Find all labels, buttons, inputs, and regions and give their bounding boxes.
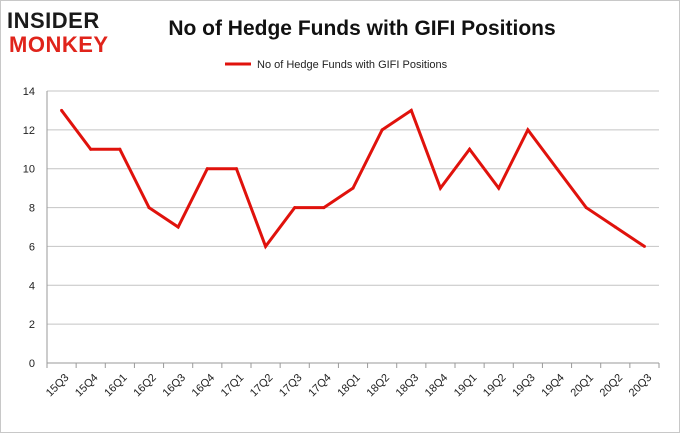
data-point (234, 167, 238, 171)
legend-label: No of Hedge Funds with GIFI Positions (257, 59, 448, 71)
x-tick-label: 16Q3 (161, 372, 189, 400)
x-tick-label: 20Q2 (598, 372, 626, 400)
y-tick-label: 12 (23, 125, 35, 137)
x-tick-label: 19Q3 (510, 372, 538, 400)
data-point (89, 147, 93, 151)
data-point (468, 147, 472, 151)
y-tick-label: 4 (29, 280, 35, 292)
data-point (322, 206, 326, 210)
x-tick-label: 16Q4 (190, 372, 218, 400)
data-point (351, 186, 355, 190)
data-point (205, 167, 209, 171)
x-tick-label: 19Q1 (452, 372, 480, 400)
logo-line-monkey: MONKEY (9, 32, 109, 57)
chart-title: No of Hedge Funds with GIFI Positions (168, 17, 556, 40)
data-point (147, 206, 151, 210)
x-tick-label: 16Q2 (131, 372, 159, 400)
x-tick-label: 17Q3 (277, 372, 305, 400)
data-point (526, 128, 530, 132)
y-tick-label: 6 (29, 241, 35, 253)
insider-monkey-logo: INSIDER MONKEY (7, 8, 109, 57)
x-tick-label: 19Q2 (481, 372, 509, 400)
data-point (60, 108, 64, 112)
y-tick-label: 0 (29, 358, 35, 370)
x-tick-label: 18Q4 (423, 372, 451, 400)
x-tick-label: 17Q4 (306, 372, 334, 400)
data-point (438, 186, 442, 190)
x-tick-label: 16Q1 (102, 372, 130, 400)
data-point (176, 225, 180, 229)
data-point (584, 206, 588, 210)
data-point (409, 108, 413, 112)
data-point (642, 244, 646, 248)
x-tick-label: 18Q1 (335, 372, 363, 400)
data-point (613, 225, 617, 229)
x-tick-label: 17Q2 (248, 372, 276, 400)
x-tick-label: 15Q4 (73, 372, 101, 400)
y-tick-label: 8 (29, 203, 35, 215)
data-point (118, 147, 122, 151)
data-point (380, 128, 384, 132)
data-point (264, 244, 268, 248)
x-tick-label: 20Q3 (627, 372, 655, 400)
data-point (555, 167, 559, 171)
x-tick-label: 17Q1 (219, 372, 247, 400)
logo-line-insider: INSIDER (7, 8, 100, 33)
x-tick-label: 19Q4 (539, 372, 567, 400)
x-tick-label: 20Q1 (569, 372, 597, 400)
data-point (293, 206, 297, 210)
x-tick-label: 18Q3 (394, 372, 422, 400)
y-tick-label: 14 (23, 86, 35, 98)
x-tick-label: 18Q2 (365, 372, 393, 400)
y-tick-label: 2 (29, 319, 35, 331)
data-point (497, 186, 501, 190)
series-line (60, 108, 646, 250)
x-tick-label: 15Q3 (44, 372, 72, 400)
y-tick-label: 10 (23, 164, 35, 176)
